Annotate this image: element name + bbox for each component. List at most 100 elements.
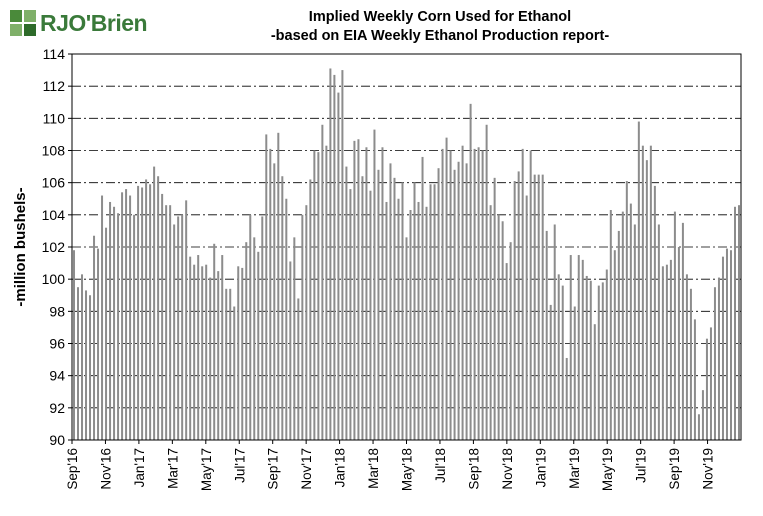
bar <box>425 206 428 440</box>
y-tick-label: 104 <box>42 207 66 223</box>
bar <box>633 224 636 440</box>
bar <box>193 264 196 440</box>
x-ticks: Sep'16 Nov'16 Jan'17 Mar'17 May'17 Jul'17 Sep'… <box>65 440 716 491</box>
bar <box>485 124 488 441</box>
bar <box>713 287 716 440</box>
bar <box>597 285 600 440</box>
bar <box>241 267 244 440</box>
bar <box>229 288 232 440</box>
bar <box>185 200 188 440</box>
bar <box>481 150 484 440</box>
bar <box>413 182 416 440</box>
bar <box>117 213 120 440</box>
bar <box>733 206 736 440</box>
bar <box>509 242 512 440</box>
bar <box>601 282 604 440</box>
bar <box>161 193 164 440</box>
bar <box>569 255 572 440</box>
bar <box>665 264 668 440</box>
bar <box>337 92 340 440</box>
y-axis-label: -million bushels- <box>12 187 29 306</box>
bar <box>445 137 448 440</box>
x-tick-label: Jan'17 <box>132 448 147 487</box>
bar <box>201 266 204 440</box>
bar <box>381 147 384 441</box>
bar <box>345 166 348 441</box>
bar <box>629 203 632 440</box>
y-tick-label: 96 <box>49 336 65 352</box>
bar <box>377 169 380 441</box>
x-tick-label: Sep'17 <box>266 448 281 490</box>
y-tick-label: 102 <box>42 239 66 255</box>
bar <box>541 174 544 440</box>
bar <box>305 205 308 440</box>
bar <box>513 181 516 440</box>
bar <box>505 263 508 440</box>
bar <box>237 266 240 440</box>
x-tick-label: May'19 <box>600 448 615 491</box>
bar <box>417 201 420 440</box>
bar <box>621 211 624 440</box>
x-tick-label: Mar'17 <box>165 448 180 489</box>
bar <box>133 214 136 440</box>
bar <box>177 216 180 440</box>
bar <box>473 148 476 440</box>
x-tick-label: Jul'19 <box>634 448 649 483</box>
bar <box>97 248 100 440</box>
grid-lines <box>72 85 741 409</box>
bar <box>385 201 388 440</box>
bar <box>369 190 372 440</box>
bar <box>549 304 552 440</box>
y-tick-label: 90 <box>49 432 65 448</box>
bar <box>181 214 184 440</box>
bar <box>421 156 424 440</box>
bar <box>701 390 704 440</box>
x-tick-label: Nov'19 <box>701 448 716 490</box>
bar <box>437 168 440 441</box>
bar <box>669 259 672 440</box>
bar <box>125 189 128 440</box>
bar <box>657 224 660 440</box>
chart-title: Implied Weekly Corn Used for Ethanol <box>308 9 572 25</box>
y-tick-label: 92 <box>49 400 65 416</box>
y-tick-label: 106 <box>42 175 66 191</box>
bar <box>405 237 408 440</box>
bar <box>529 150 532 440</box>
x-tick-label: Nov'18 <box>500 448 515 490</box>
bar <box>681 222 684 440</box>
bar <box>309 179 312 440</box>
bar <box>289 261 292 440</box>
x-tick-label: Mar'18 <box>366 448 381 489</box>
bar <box>293 237 296 440</box>
bar <box>101 195 104 440</box>
x-tick-label: Jan'18 <box>333 448 348 487</box>
x-tick-label: Sep'19 <box>667 448 682 490</box>
bar <box>257 251 260 440</box>
bar <box>737 205 740 440</box>
bar <box>389 163 392 440</box>
bar <box>77 287 80 440</box>
bar <box>653 185 656 440</box>
bar <box>453 169 456 441</box>
y-tick-label: 114 <box>43 46 66 62</box>
bar <box>341 70 344 440</box>
bar <box>545 230 548 440</box>
bar <box>661 266 664 440</box>
bar <box>433 184 436 440</box>
x-tick-label: Sep'16 <box>65 448 80 490</box>
bar <box>609 210 612 440</box>
bar <box>281 176 284 440</box>
bar <box>217 271 220 440</box>
bar <box>209 277 212 440</box>
bar <box>317 152 320 440</box>
bars <box>73 68 740 441</box>
rjo-brien-logo: RJO'Brien <box>6 8 156 38</box>
bar <box>353 140 356 440</box>
bar <box>613 250 616 440</box>
x-tick-label: May'18 <box>400 448 415 491</box>
bar <box>477 147 480 441</box>
bar <box>649 145 652 441</box>
bar <box>573 306 576 440</box>
y-tick-label: 100 <box>42 271 66 287</box>
